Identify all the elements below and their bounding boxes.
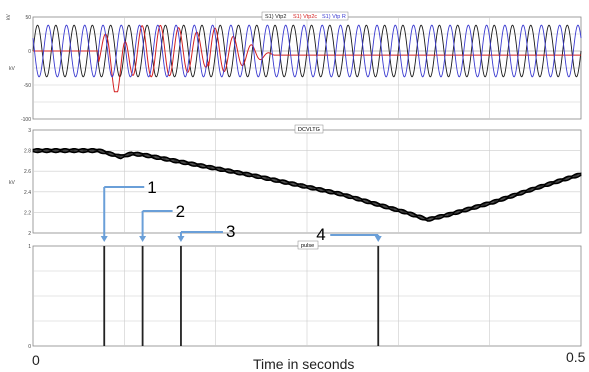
top-y-unit: kV (9, 66, 16, 72)
callout-arrowhead-3 (177, 236, 185, 242)
bottom-y-tick-label: 1 (28, 244, 31, 250)
callout-arrowhead-4 (374, 236, 382, 242)
top-series-line-1 (33, 24, 581, 93)
middle-legend: DCVLTG (294, 124, 324, 134)
middle-y-tick-label: 2.2 (24, 210, 31, 216)
callout-label-3: 3 (226, 222, 235, 241)
top-y-tick-label: 0 (28, 49, 31, 55)
middle-panel: 3 2.8 2.6 2.4 2.2 2 kV DCVLTG (9, 124, 582, 237)
bottom-series-group (103, 246, 380, 346)
bottom-y-tick-label: 0 (28, 344, 31, 350)
top-y-unit-corner: kV (6, 14, 12, 21)
middle-series-group (32, 148, 582, 222)
top-legend: S1) Vtp2 S1) Vtp2c S1) Vtp R (261, 11, 349, 21)
top-series-line-2 (32, 24, 582, 78)
callout-label-2: 2 (176, 202, 185, 221)
top-legend-box (261, 11, 349, 21)
top-y-tick-label: -50 (24, 83, 31, 89)
legend-vtp2: S1) Vtp2 (265, 14, 286, 20)
top-y-tick-label: 50 (25, 15, 31, 21)
dc-voltage-ripple (32, 148, 582, 222)
top-panel: 50 0 -50 -100 kV kV S1) Vtp2 S1) Vtp2c S1) … (6, 11, 582, 123)
middle-y-tick-label: 2.6 (24, 169, 31, 175)
middle-y-unit: kV (9, 180, 16, 186)
middle-y-tick-label: 3 (28, 128, 31, 134)
middle-y-tick-label: 2.4 (24, 190, 31, 196)
middle-y-tick-label: 2.8 (24, 149, 31, 155)
x-tick-end: 0.5 (566, 349, 586, 365)
legend-pulse: pulse (301, 243, 314, 249)
callout-annotations: 1 2 3 4 (100, 178, 382, 244)
x-axis-label: Time in seconds (253, 356, 354, 372)
legend-vtpr: S1) Vtp R (322, 14, 346, 20)
top-series-group (32, 24, 582, 93)
legend-vtp2c: S1) Vtp2c (293, 14, 317, 20)
middle-y-tick-label: 2 (28, 231, 31, 237)
bottom-legend: pulse (297, 240, 319, 250)
x-tick-start: 0 (32, 352, 40, 368)
callout-arrowhead-2 (139, 236, 147, 242)
top-y-ticks: 50 0 -50 -100 (21, 15, 31, 123)
bottom-y-ticks: 10 (28, 244, 31, 350)
bottom-grid (33, 246, 581, 346)
middle-y-ticks: 3 2.8 2.6 2.4 2.2 2 (24, 128, 31, 237)
callout-label-1: 1 (147, 178, 156, 197)
middle-grid (33, 130, 581, 233)
top-y-tick-label: -100 (21, 117, 31, 123)
middle-legend-box (294, 124, 324, 134)
callout-label-4: 4 (316, 225, 325, 244)
top-series-line-0 (32, 24, 582, 78)
legend-dcvltg: DCVLTG (298, 127, 320, 133)
callout-arrowhead-1 (100, 236, 108, 242)
bottom-legend-box (297, 240, 319, 250)
bottom-panel: 10 pulse (28, 240, 582, 350)
